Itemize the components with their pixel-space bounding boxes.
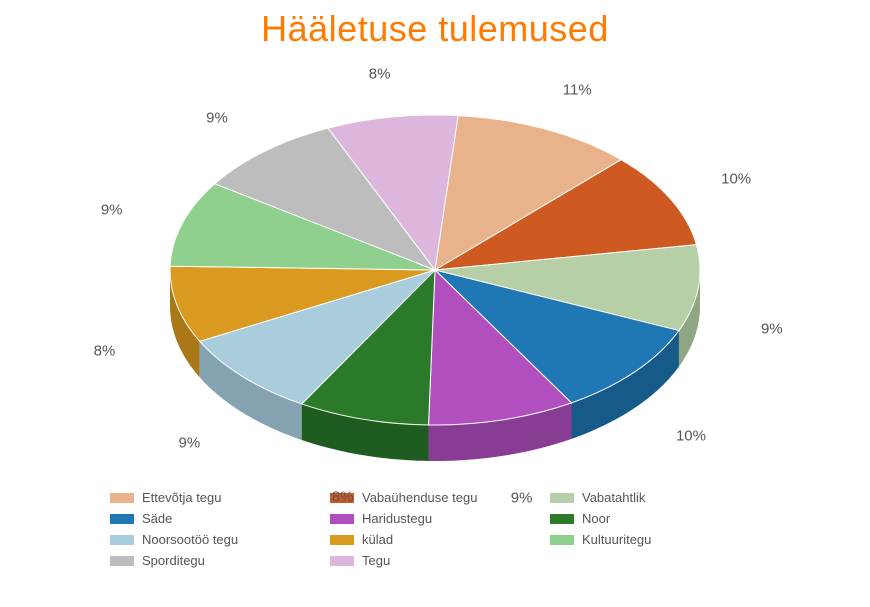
legend-item: Haridustegu [330,511,540,526]
legend-item: Vabaühenduse tegu [330,490,540,505]
slice-percent-label: 9% [511,489,533,506]
legend-label: Sporditegu [142,553,205,568]
legend-label: Tegu [362,553,390,568]
slice-percent-label: 8% [369,66,391,83]
slice-percent-label: 9% [101,202,123,219]
legend-item: Säde [110,511,320,526]
legend-item: Kultuuritegu [550,532,760,547]
legend: Ettevõtja tegu Vabaühenduse tegu Vabatahtl… [110,490,760,568]
slice-percent-label: 9% [179,434,201,451]
chart-title: Hääletuse tulemused [0,8,870,50]
legend-item: Noorsootöö tegu [110,532,320,547]
legend-label: Säde [142,511,172,526]
legend-swatch [330,535,354,545]
legend-swatch [330,556,354,566]
legend-label: Noorsootöö tegu [142,532,238,547]
legend-label: Kultuuritegu [582,532,651,547]
legend-item: Sporditegu [110,553,320,568]
legend-swatch [110,535,134,545]
legend-item: Ettevõtja tegu [110,490,320,505]
legend-swatch [110,514,134,524]
legend-swatch [330,514,354,524]
pie-chart [0,50,870,490]
legend-label: Noor [582,511,610,526]
legend-item: Tegu [330,553,540,568]
legend-swatch [550,493,574,503]
legend-swatch [550,535,574,545]
slice-percent-label: 10% [676,428,706,445]
legend-swatch [110,556,134,566]
legend-item: Noor [550,511,760,526]
legend-item: külad [330,532,540,547]
slice-percent-label: 9% [206,110,228,127]
legend-swatch [110,493,134,503]
slice-percent-label: 11% [563,81,592,98]
legend-label: Vabaühenduse tegu [362,490,477,505]
slice-percent-label: 8% [332,488,354,505]
legend-label: Vabatahtlik [582,490,645,505]
legend-swatch [550,514,574,524]
legend-item: Vabatahtlik [550,490,760,505]
legend-label: Haridustegu [362,511,432,526]
slice-percent-label: 9% [761,321,783,338]
legend-label: Ettevõtja tegu [142,490,222,505]
slice-percent-label: 10% [721,170,751,187]
legend-label: külad [362,532,393,547]
pie-chart-container: 11%10%9%10%9%8%9%8%9%9%8% [0,50,870,490]
slice-percent-label: 8% [94,342,116,359]
